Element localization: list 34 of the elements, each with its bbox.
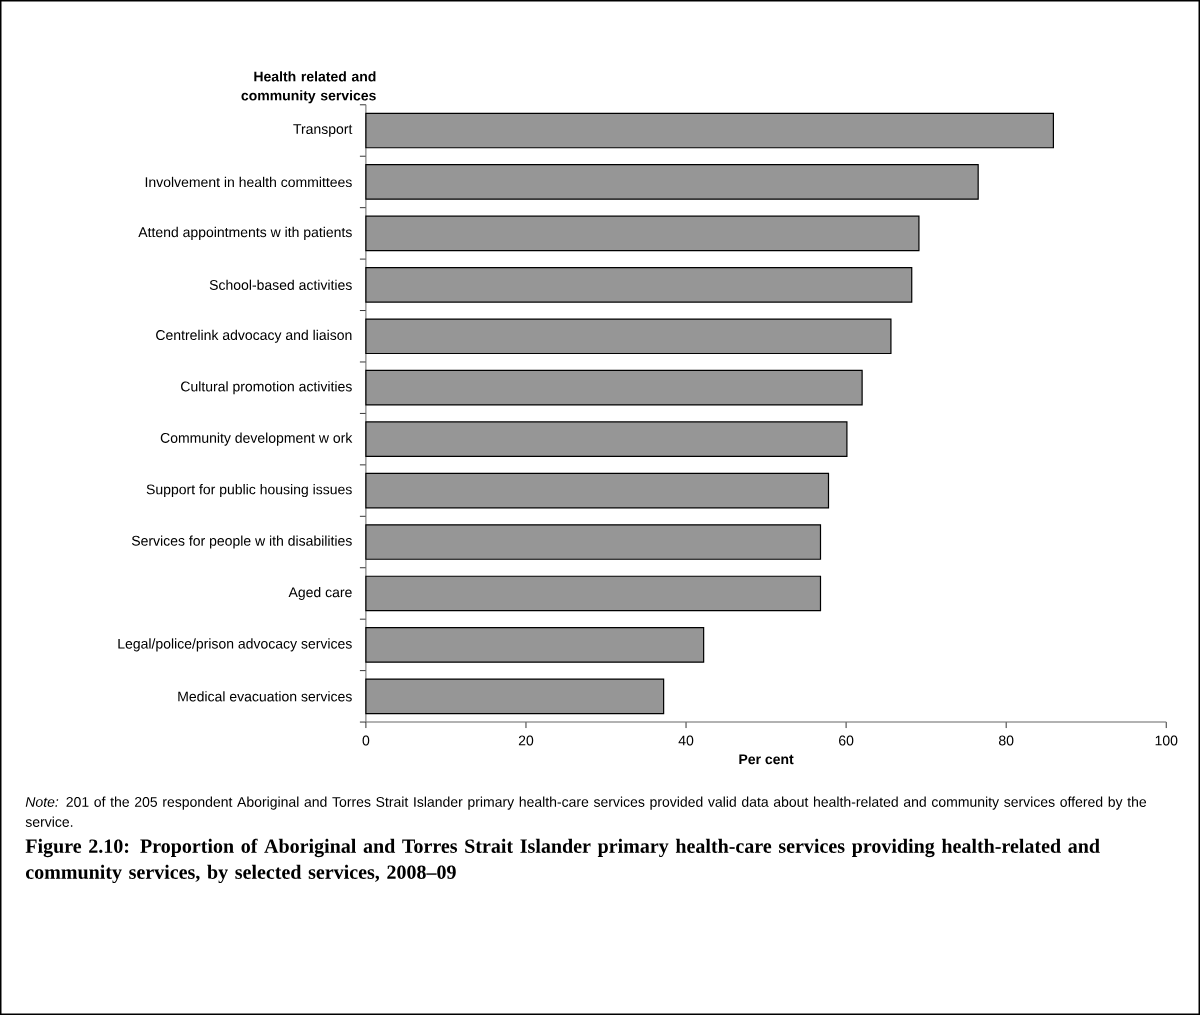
y-tick-label: Involvement in health committees <box>145 176 352 188</box>
bar <box>365 164 979 200</box>
bar <box>365 472 830 509</box>
y-tick-label: Medical evacuation services <box>178 691 352 702</box>
x-tick-label: 0 <box>362 735 370 746</box>
x-tick-label: 60 <box>839 735 854 746</box>
y-tick-label: Support for public housing issues <box>146 484 352 498</box>
bar <box>365 267 913 303</box>
x-tick-label: 20 <box>518 735 534 746</box>
bar <box>365 421 848 458</box>
bar <box>365 678 665 715</box>
bar <box>365 524 822 560</box>
x-tick-label: 100 <box>1155 735 1178 746</box>
y-axis-title: Health related and community services <box>241 71 376 104</box>
y-tick-label: Community development w ork <box>160 432 353 446</box>
bar <box>365 627 705 663</box>
bar <box>365 318 892 355</box>
bar <box>365 215 920 252</box>
y-tick-label: Centrelink advocacy and liaison <box>156 329 352 343</box>
bar <box>365 112 1054 149</box>
text: Figure 2.10: Proportion of Aboriginal and Torres Strait Islander primary health-care services providing health-related and community services, by selected services, 2008–09 <box>25 838 1100 884</box>
text: Note: 201 of the 205 respondent Aboriginal and Torres Strait Islander primary health-care services provided valid data about health-related and community services offered by the service. <box>25 796 1147 827</box>
y-tick-label: Services for people w ith disabilities <box>131 535 352 549</box>
bar <box>365 369 863 406</box>
y-tick-label: School-based activities <box>209 279 352 290</box>
bar <box>365 575 822 612</box>
x-tick-label: 80 <box>999 735 1014 746</box>
y-tick-label: Legal/police/prison advocacy services <box>118 638 352 652</box>
x-tick-label: 40 <box>678 735 694 746</box>
y-tick-label: Aged care <box>288 586 352 601</box>
y-tick-label: Attend appointments w ith patients <box>138 226 352 240</box>
y-tick-label: Cultural promotion activities <box>181 381 352 395</box>
y-tick-label: Transport <box>293 124 353 137</box>
x-axis-title: Per cent <box>739 754 794 765</box>
